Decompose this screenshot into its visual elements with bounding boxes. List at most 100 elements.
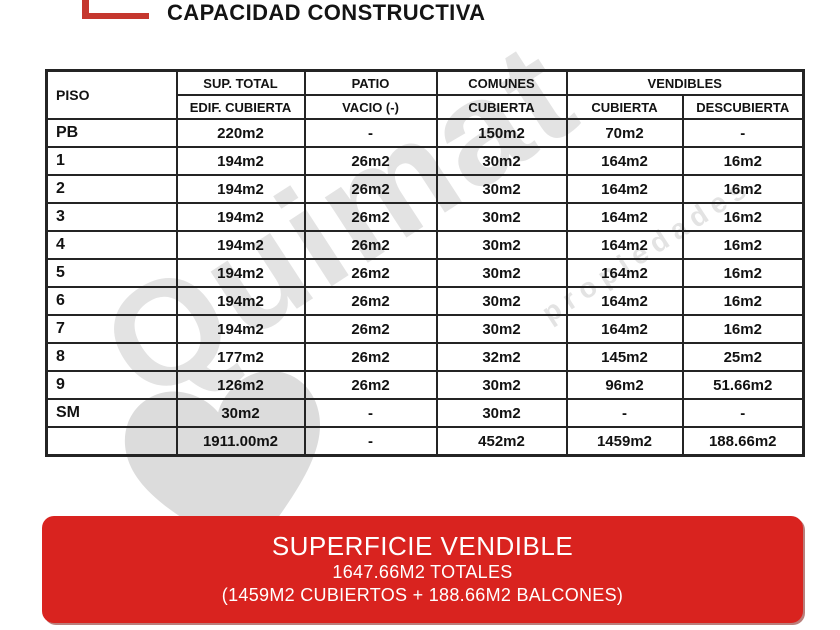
capacity-table: PISO SUP. TOTAL PATIO COMUNES VENDIBLES …: [45, 69, 805, 457]
piso-cell: [45, 426, 178, 457]
value-cell: 25m2: [681, 342, 805, 372]
value-cell: 177m2: [175, 342, 306, 372]
table-row: 3 194m2 26m2 30m2 164m2 16m2: [45, 202, 805, 232]
piso-cell: 1: [45, 146, 178, 176]
column-header-comunes: COMUNES: [435, 69, 568, 96]
piso-cell: PB: [45, 118, 178, 148]
value-cell: 30m2: [435, 314, 568, 344]
value-cell: 164m2: [565, 314, 684, 344]
value-cell: 16m2: [681, 230, 805, 260]
value-cell: 164m2: [565, 146, 684, 176]
column-header-patio: PATIO: [303, 69, 438, 96]
column-header-sup-total: SUP. TOTAL: [175, 69, 306, 96]
piso-cell: 5: [45, 258, 178, 288]
value-cell: -: [565, 398, 684, 428]
value-cell: 26m2: [303, 146, 438, 176]
value-cell: 194m2: [175, 146, 306, 176]
piso-cell: 2: [45, 174, 178, 204]
banner-title: SUPERFICIE VENDIBLE: [271, 531, 574, 561]
value-cell: 16m2: [681, 314, 805, 344]
value-cell: 26m2: [303, 230, 438, 260]
subheader-descubierta: DESCUBIERTA: [681, 94, 805, 120]
subheader-edif-cubierta: EDIF. CUBIERTA: [175, 94, 306, 120]
value-cell: -: [303, 426, 438, 457]
table-row: 1 194m2 26m2 30m2 164m2 16m2: [45, 146, 805, 176]
value-cell: 16m2: [681, 202, 805, 232]
banner-total-line: 1647.66M2 TOTALES: [332, 562, 513, 582]
value-cell: 194m2: [175, 230, 306, 260]
piso-cell: 8: [45, 342, 178, 372]
table-row: 6 194m2 26m2 30m2 164m2 16m2: [45, 286, 805, 316]
value-cell: 32m2: [435, 342, 568, 372]
table-row: 2 194m2 26m2 30m2 164m2 16m2: [45, 174, 805, 204]
piso-cell: 7: [45, 314, 178, 344]
table-row: 7 194m2 26m2 30m2 164m2 16m2: [45, 314, 805, 344]
value-cell: 1911.00m2: [175, 426, 306, 457]
value-cell: 26m2: [303, 258, 438, 288]
table-row: PB 220m2-150m2 70m2-: [45, 118, 805, 148]
table-row: 5 194m2 26m2 30m2 164m2 16m2: [45, 258, 805, 288]
table-row: 8 177m2 26m2 32m2 145m2 25m2: [45, 342, 805, 372]
value-cell: 16m2: [681, 258, 805, 288]
value-cell: 26m2: [303, 286, 438, 316]
piso-cell: 3: [45, 202, 178, 232]
table-header: PISO SUP. TOTAL PATIO COMUNES VENDIBLES …: [45, 69, 805, 120]
value-cell: 30m2: [435, 258, 568, 288]
value-cell: 30m2: [435, 202, 568, 232]
value-cell: 26m2: [303, 370, 438, 400]
value-cell: 30m2: [435, 146, 568, 176]
column-header-piso: PISO: [45, 69, 178, 120]
value-cell: 30m2: [175, 398, 306, 428]
table-row: 4 194m2 26m2 30m2 164m2 16m2: [45, 230, 805, 260]
value-cell: 30m2: [435, 174, 568, 204]
value-cell: 194m2: [175, 314, 306, 344]
table-row: SM 30m2-30m2- -: [45, 398, 805, 428]
value-cell: 164m2: [565, 286, 684, 316]
value-cell: 16m2: [681, 146, 805, 176]
column-header-vendibles: VENDIBLES: [565, 69, 805, 96]
value-cell: 70m2: [565, 118, 684, 148]
value-cell: 164m2: [565, 202, 684, 232]
value-cell: 30m2: [435, 286, 568, 316]
value-cell: 16m2: [681, 174, 805, 204]
value-cell: -: [681, 398, 805, 428]
value-cell: 164m2: [565, 230, 684, 260]
value-cell: 96m2: [565, 370, 684, 400]
value-cell: 164m2: [565, 258, 684, 288]
value-cell: 194m2: [175, 174, 306, 204]
superficie-vendible-banner: SUPERFICIE VENDIBLE 1647.66M2 TOTALES (1…: [42, 516, 803, 623]
piso-cell: 4: [45, 230, 178, 260]
value-cell: 194m2: [175, 202, 306, 232]
value-cell: -: [303, 398, 438, 428]
value-cell: 194m2: [175, 258, 306, 288]
value-cell: 194m2: [175, 286, 306, 316]
subheader-vendibles-cubierta: CUBIERTA: [565, 94, 684, 120]
subheader-vacio: VACIO (-): [303, 94, 438, 120]
value-cell: 188.66m2: [681, 426, 805, 457]
value-cell: -: [681, 118, 805, 148]
value-cell: 26m2: [303, 314, 438, 344]
value-cell: -: [303, 118, 438, 148]
piso-cell: 9: [45, 370, 178, 400]
value-cell: 150m2: [435, 118, 568, 148]
table-row: 1911.00m2-452m2 1459m2 188.66m2: [45, 426, 805, 457]
value-cell: 51.66m2: [681, 370, 805, 400]
value-cell: 30m2: [435, 230, 568, 260]
value-cell: 1459m2: [565, 426, 684, 457]
value-cell: 126m2: [175, 370, 306, 400]
piso-cell: SM: [45, 398, 178, 428]
value-cell: 26m2: [303, 202, 438, 232]
value-cell: 452m2: [435, 426, 568, 457]
value-cell: 26m2: [303, 342, 438, 372]
page-title: CAPACIDAD CONSTRUCTIVA: [167, 0, 486, 25]
value-cell: 26m2: [303, 174, 438, 204]
banner-breakdown-line: (1459M2 CUBIERTOS + 188.66M2 BALCONES): [221, 585, 624, 605]
value-cell: 164m2: [565, 174, 684, 204]
subheader-comunes-cubierta: CUBIERTA: [435, 94, 568, 120]
table-body: PB 220m2-150m2 70m2-1 194m2 26m2 30m2 164m2 16m…: [45, 118, 805, 457]
table-row: 9 126m2 26m2 30m2 96m2 51.66m2: [45, 370, 805, 400]
value-cell: 145m2: [565, 342, 684, 372]
value-cell: 220m2: [175, 118, 306, 148]
value-cell: 16m2: [681, 286, 805, 316]
red-logo-fragment-icon: [82, 0, 149, 19]
